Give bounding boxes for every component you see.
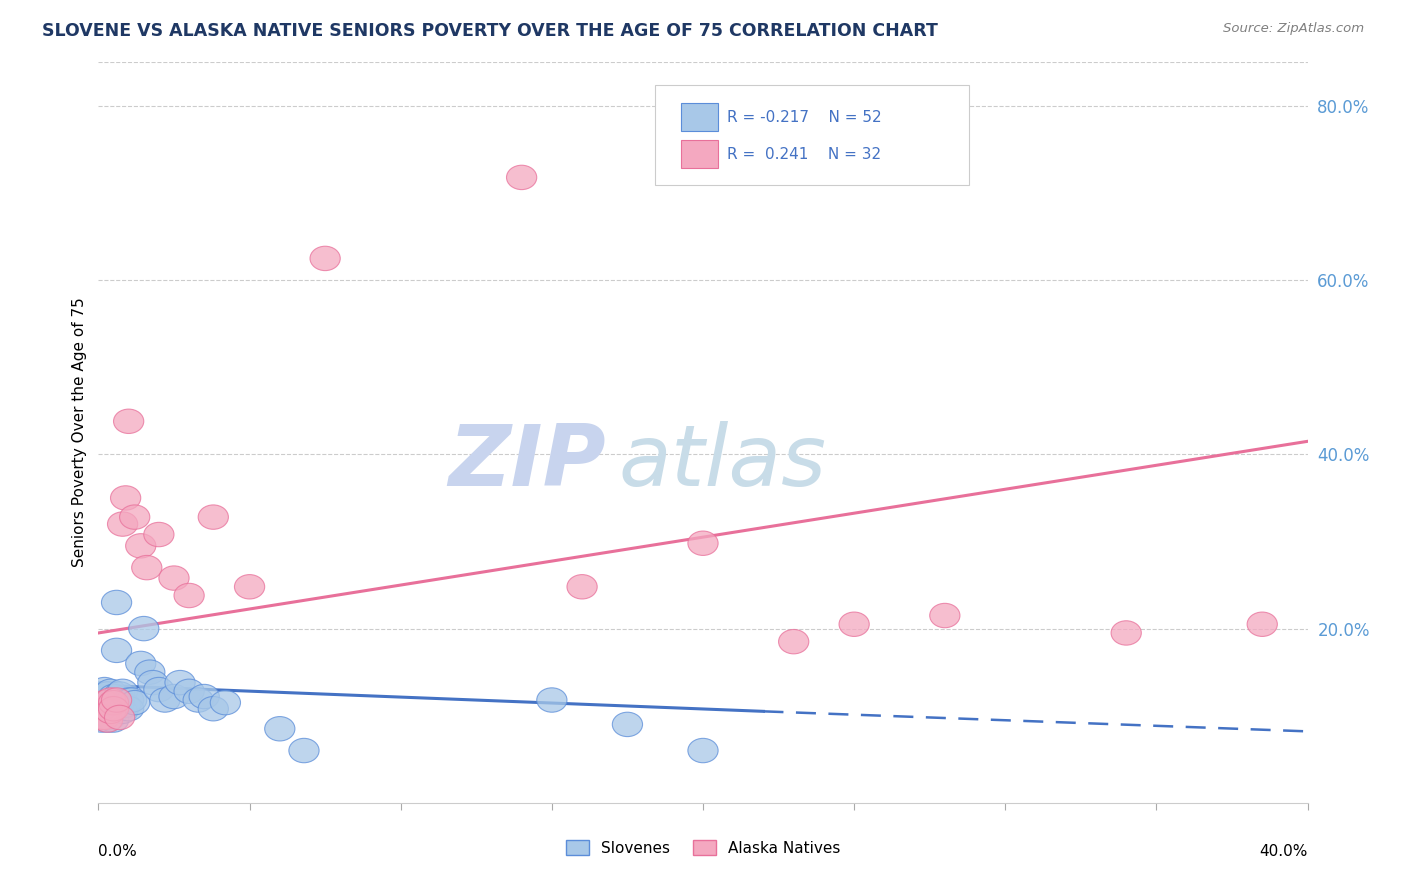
Ellipse shape [165,671,195,695]
Ellipse shape [93,697,122,721]
Ellipse shape [98,708,129,732]
Ellipse shape [86,690,117,714]
Ellipse shape [90,695,120,719]
Ellipse shape [114,697,143,721]
Ellipse shape [98,684,129,709]
Text: R =  0.241    N = 32: R = 0.241 N = 32 [727,147,882,161]
Ellipse shape [107,512,138,536]
Ellipse shape [1247,612,1278,636]
Text: R = -0.217    N = 52: R = -0.217 N = 52 [727,110,882,125]
Text: atlas: atlas [619,421,827,504]
Ellipse shape [174,583,204,607]
Ellipse shape [107,679,138,704]
Ellipse shape [93,688,122,712]
Text: Source: ZipAtlas.com: Source: ZipAtlas.com [1223,22,1364,36]
Text: 40.0%: 40.0% [1260,844,1308,858]
FancyBboxPatch shape [682,140,717,169]
Ellipse shape [132,556,162,580]
Ellipse shape [159,566,188,591]
Ellipse shape [101,693,132,717]
Ellipse shape [839,612,869,636]
Ellipse shape [90,704,120,728]
Text: 0.0%: 0.0% [98,844,138,858]
Legend: Slovenes, Alaska Natives: Slovenes, Alaska Natives [560,834,846,862]
Ellipse shape [86,699,117,723]
Ellipse shape [101,638,132,663]
Ellipse shape [143,677,174,702]
Ellipse shape [211,690,240,714]
Ellipse shape [613,712,643,737]
Ellipse shape [1111,621,1142,645]
Ellipse shape [86,708,117,732]
Text: SLOVENE VS ALASKA NATIVE SENIORS POVERTY OVER THE AGE OF 75 CORRELATION CHART: SLOVENE VS ALASKA NATIVE SENIORS POVERTY… [42,22,938,40]
Ellipse shape [96,706,125,730]
Ellipse shape [779,630,808,654]
Ellipse shape [96,690,125,714]
Ellipse shape [104,706,135,730]
Ellipse shape [567,574,598,599]
Ellipse shape [93,708,122,732]
Y-axis label: Seniors Poverty Over the Age of 75: Seniors Poverty Over the Age of 75 [72,298,87,567]
Ellipse shape [129,616,159,640]
Ellipse shape [235,574,264,599]
Ellipse shape [96,699,125,723]
Ellipse shape [96,699,125,723]
Ellipse shape [98,697,129,721]
Ellipse shape [929,603,960,628]
Ellipse shape [93,697,122,721]
Ellipse shape [98,688,129,712]
Ellipse shape [120,690,150,714]
Ellipse shape [93,708,122,732]
Ellipse shape [120,505,150,529]
Ellipse shape [150,688,180,712]
Ellipse shape [125,533,156,558]
Ellipse shape [111,693,141,717]
Ellipse shape [104,681,135,706]
Ellipse shape [688,531,718,556]
Ellipse shape [506,165,537,190]
Ellipse shape [90,706,120,730]
Ellipse shape [98,690,129,714]
Ellipse shape [90,686,120,710]
Ellipse shape [90,690,120,714]
Ellipse shape [190,684,219,709]
Ellipse shape [117,688,146,712]
Ellipse shape [86,681,117,706]
Ellipse shape [104,690,135,714]
Ellipse shape [143,523,174,547]
Ellipse shape [135,660,165,684]
Ellipse shape [114,409,143,434]
Ellipse shape [159,684,188,709]
Ellipse shape [311,246,340,270]
Ellipse shape [198,505,228,529]
Ellipse shape [138,671,167,695]
Text: ZIP: ZIP [449,421,606,504]
FancyBboxPatch shape [682,103,717,131]
Ellipse shape [93,693,122,717]
FancyBboxPatch shape [655,85,969,185]
Ellipse shape [90,677,120,702]
Ellipse shape [86,706,117,730]
Ellipse shape [288,739,319,763]
Ellipse shape [98,697,129,721]
Ellipse shape [264,716,295,741]
Ellipse shape [125,651,156,675]
Ellipse shape [101,688,132,712]
Ellipse shape [101,591,132,615]
Ellipse shape [107,699,138,723]
Ellipse shape [183,688,214,712]
Ellipse shape [174,679,204,704]
Ellipse shape [198,697,228,721]
Ellipse shape [111,486,141,510]
Ellipse shape [114,688,143,712]
Ellipse shape [96,679,125,704]
Ellipse shape [90,690,120,714]
Ellipse shape [537,688,567,712]
Ellipse shape [688,739,718,763]
Ellipse shape [96,688,125,712]
Ellipse shape [86,697,117,721]
Ellipse shape [93,681,122,706]
